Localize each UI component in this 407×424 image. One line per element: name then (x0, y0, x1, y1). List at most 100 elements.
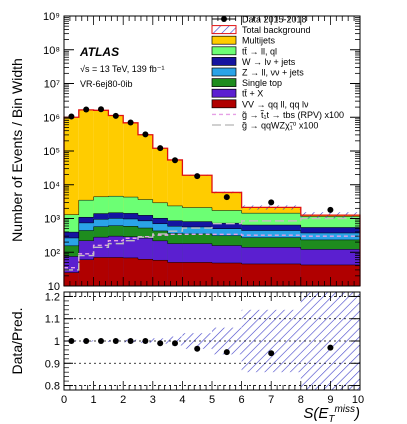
ratio-xtick-label-10: 10 (352, 394, 364, 406)
legend-bkg-0-swatch (211, 99, 237, 109)
ratio-point-7 (172, 340, 178, 347)
stack-edge-2 (64, 225, 360, 247)
ratio-xtick-label-3: 3 (150, 394, 156, 406)
legend-bkg-6-swatch (211, 35, 237, 45)
x-axis-label: S(ETmiss) (303, 404, 360, 424)
stack-bar-0-4 (123, 257, 138, 286)
legend-bkg-2-label: Single top (242, 78, 282, 88)
signal-lines (64, 217, 360, 271)
ratio-ytick-label-0: 0.8 (45, 381, 60, 393)
data-point-5 (142, 131, 149, 138)
region-label: VR-6ej80-0ib (80, 79, 133, 89)
ratio-xtick-label-6: 6 (239, 394, 245, 406)
main-ytick-label-7: 10⁸ (43, 45, 60, 57)
data-point-6 (157, 145, 164, 152)
legend-total-bkg-swatch (211, 25, 237, 35)
legend-bkg-4-label: W → lν + jets (242, 57, 296, 67)
main-ytick-label-2: 10³ (44, 214, 60, 226)
ratio-point-11 (327, 344, 334, 351)
ratio-point-8 (194, 345, 201, 352)
data-point-11 (327, 206, 334, 213)
main-ytick-label-6: 10⁷ (44, 79, 60, 91)
main-ytick-label-1: 10² (44, 247, 60, 259)
stack-bar-0-6 (152, 260, 168, 286)
signal-line-0 (64, 233, 360, 269)
ratio-unc-8 (182, 333, 212, 349)
ratio-xtick-label-4: 4 (179, 394, 185, 406)
data-point-8 (194, 173, 201, 180)
stack-bar-0-0 (64, 272, 79, 286)
stack-bar-0-2 (93, 257, 109, 286)
legend-bkg-4-swatch (211, 57, 237, 66)
data-point-7 (172, 157, 178, 164)
main-ytick-label-5: 10⁶ (43, 112, 60, 124)
ratio-panel: 0.8 0.9 1 1.1 1.2 0 1 2 3 4 5 6 7 8 9 10 Data/Pred. S(… (9, 291, 364, 424)
ratio-x-axis: 0 1 2 3 4 5 6 7 8 9 10 (61, 292, 364, 406)
main-x-ticks (63, 16, 361, 286)
legend-bkg-2-swatch (211, 78, 237, 87)
main-ytick-label-0: 10 (48, 281, 60, 293)
main-y-axis-label: Number of Events / Bin Width (9, 58, 25, 242)
ratio-point-9 (223, 349, 230, 356)
stack-edge-5 (64, 195, 360, 217)
ratio-y-axis: 0.8 0.9 1 1.1 1.2 (45, 291, 360, 393)
main-y-axis: 10 10² 10³ 10⁴ 10⁵ 10⁶ 10⁷ 10⁸ 10⁹ (43, 11, 360, 293)
stack-bar-0-5 (138, 259, 153, 286)
data-point-3 (112, 112, 119, 119)
stack-bar-0-1 (78, 259, 94, 286)
ratio-point-5 (142, 338, 149, 344)
legend-bkg-5-swatch (211, 46, 237, 56)
ratio-ytick-label-3: 1.1 (45, 314, 60, 326)
signal-line-1 (64, 217, 360, 271)
legend-bkg-6-label: Multijets (242, 36, 276, 46)
stack-bar-0-9 (212, 263, 242, 286)
ratio-xtick-label-7: 7 (268, 394, 274, 406)
ratio-xtick-label-0: 0 (61, 394, 67, 406)
data-point-10 (268, 199, 275, 206)
data-point-2 (98, 106, 104, 113)
ratio-point-10 (268, 350, 275, 357)
ratio-point-6 (157, 340, 164, 347)
ratio-point-2 (98, 338, 104, 344)
stack-bar-0-8 (182, 262, 212, 286)
stack-bar-0-10 (241, 263, 301, 286)
main-ytick-label-4: 10⁵ (43, 146, 60, 158)
legend-bkg-1-swatch (211, 88, 237, 98)
ratio-point-1 (83, 338, 90, 344)
ratio-gridlines (64, 296, 360, 386)
legend-bkg-5-label: tt̄ → ll, ql (242, 46, 277, 56)
ratio-ytick-label-2: 1 (54, 336, 60, 348)
stack-edge-0 (64, 257, 360, 273)
main-panel: 10 10² 10³ 10⁴ 10⁵ 10⁶ 10⁷ 10⁸ 10⁹ ATLAS √s = 13… (9, 11, 361, 293)
legend-data-marker (221, 16, 227, 22)
ratio-point-3 (112, 338, 119, 344)
ratio-point-4 (127, 338, 134, 344)
data-point-4 (127, 119, 134, 126)
stack-bar-0-3 (108, 257, 124, 286)
data-point-1 (83, 106, 90, 113)
ratio-y-axis-label: Data/Pred. (9, 308, 25, 375)
legend-signal-0-label: g̃ → t̃₁t → tbs (RPV) x100 (242, 110, 344, 120)
data-point-0 (68, 113, 75, 120)
legend-bkg-3-label: Z → ll, νν + jets (242, 68, 304, 78)
data-points (68, 106, 334, 213)
stack-bar-0-11 (300, 264, 360, 286)
legend-signal-1-label: g̃ → qqWZχ̃₁⁰ x100 (242, 121, 319, 131)
legend-bkg-3-swatch (211, 67, 237, 77)
ratio-ytick-label-1: 0.9 (45, 358, 60, 370)
ratio-ytick-label-4: 1.2 (45, 291, 60, 303)
ratio-xtick-label-8: 8 (298, 394, 304, 406)
stack-bar-0-7 (167, 262, 183, 286)
atlas-label: ATLAS (79, 45, 119, 59)
stack-edge-1 (64, 235, 360, 257)
ratio-xtick-label-2: 2 (120, 394, 126, 406)
legend-bkg-0-label: VV → qq ll, qq lν (242, 99, 309, 109)
main-ytick-label-3: 10⁴ (43, 180, 60, 192)
data-point-9 (223, 194, 230, 201)
ratio-xtick-label-9: 9 (327, 394, 333, 406)
total-background-line (63, 109, 361, 286)
main-ytick-label-8: 10⁹ (43, 11, 60, 23)
ratio-data-points (68, 338, 334, 357)
